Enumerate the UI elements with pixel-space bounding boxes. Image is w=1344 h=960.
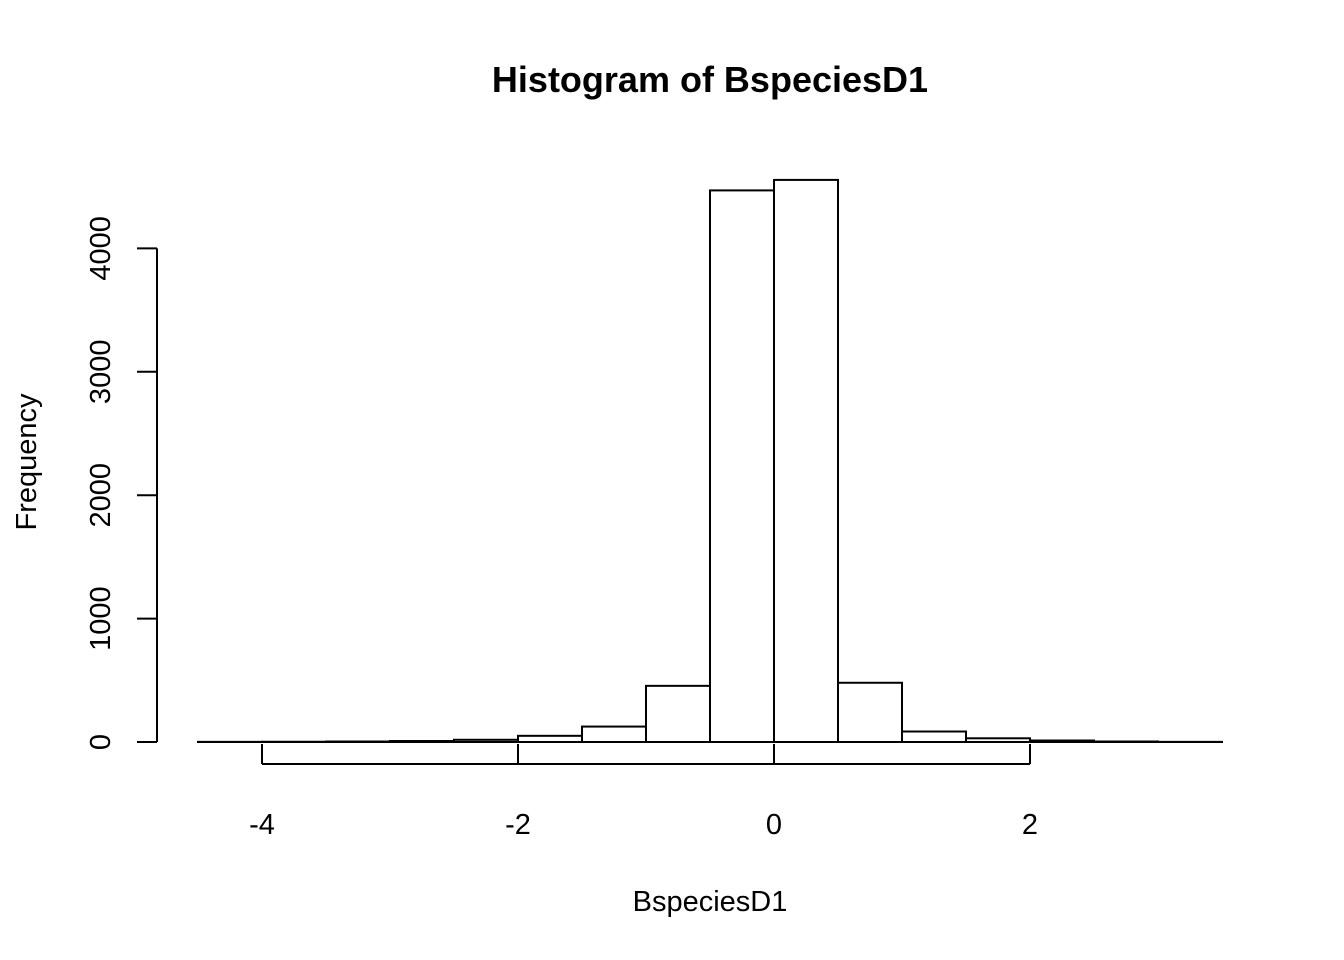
chart-title: Histogram of BspeciesD1 [492, 59, 928, 100]
y-tick-label: 1000 [85, 586, 117, 651]
x-tick-label: -2 [505, 809, 531, 841]
y-tick-label: 2000 [85, 463, 117, 528]
histogram-bar [837, 681, 903, 744]
histogram-bar [581, 725, 647, 744]
histogram-bar [645, 684, 711, 744]
y-axis-label: Frequency [11, 393, 43, 531]
x-tick-label: 0 [766, 809, 782, 841]
bars-group [197, 178, 1223, 744]
x-axis: -4 -2 0 2 [249, 744, 1038, 841]
histogram-bar [901, 730, 967, 743]
y-tick-label: 3000 [85, 340, 117, 405]
x-tick-label: -4 [249, 809, 275, 841]
y-axis: 0 1000 2000 3000 4000 [85, 216, 158, 750]
histogram-bar [709, 189, 775, 744]
y-tick-label: 0 [85, 734, 117, 750]
y-tick-label: 4000 [85, 216, 117, 281]
x-tick-label: 2 [1022, 809, 1038, 841]
x-axis-label: BspeciesD1 [633, 886, 788, 918]
histogram-bar [773, 178, 839, 743]
